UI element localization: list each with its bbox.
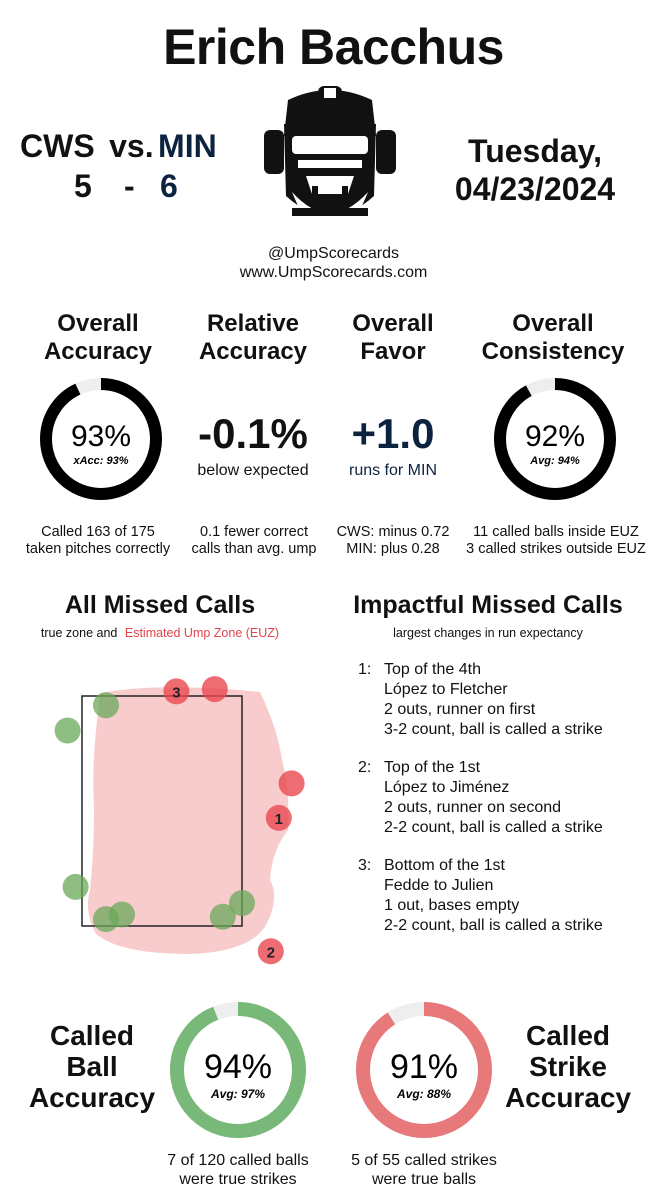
overall-consistency-arc [494, 378, 616, 500]
overall-accuracy-footer: Called 163 of 175 taken pitches correctly [25, 524, 171, 557]
overall-consistency-ring: 92% Avg: 94% [494, 378, 616, 500]
overall-consistency-heading: Overall Consistency [481, 310, 625, 365]
called-strike-accuracy-ring: 91% Avg: 88% [356, 1002, 492, 1138]
relative-accuracy-caption: below expected [197, 462, 309, 479]
called-strike-accuracy-value: 91% [390, 1048, 458, 1086]
missed-ball-point-6 [209, 903, 236, 930]
overall-consistency-avg: Avg: 94% [529, 455, 580, 467]
missed-strike-point-5 [201, 676, 228, 703]
away-score: 5 [74, 168, 92, 204]
relative-accuracy-heading: Relative Accuracy [198, 310, 308, 365]
all-missed-calls-title: All Missed Calls [64, 591, 256, 619]
missed-strike-point-4 [163, 678, 190, 705]
missed-call-rank-label-3: 3 [172, 684, 180, 701]
called-strike-accuracy-footer: 5 of 55 called strikes were true balls [351, 1152, 497, 1188]
missed-ball-point-5 [109, 901, 135, 928]
missed-strike-point-1 [278, 770, 305, 797]
impactful-item-1: 1: Top of the 4th López to Fletcher 2 out… [358, 661, 603, 738]
website-link[interactable]: www.UmpScorecards.com [239, 264, 428, 281]
relative-accuracy-value: -0.1% [198, 410, 308, 457]
missed-ball-point-7 [229, 890, 255, 916]
relative-accuracy-footer: 0.1 fewer correct calls than avg. ump [191, 524, 317, 557]
missed-strike-point-3 [257, 938, 284, 965]
overall-favor-heading: Overall Favor [352, 310, 434, 365]
missed-strike-point-2 [265, 804, 292, 831]
called-ball-accuracy-ring: 94% Avg: 97% [170, 1002, 306, 1138]
overall-consistency-footer: 11 called balls inside EUZ 3 called strik… [466, 524, 646, 557]
overall-favor-value: +1.0 [351, 410, 435, 457]
impactful-subtitle: largest changes in run expectancy [393, 626, 583, 640]
called-strike-accuracy-avg: Avg: 88% [396, 1087, 451, 1101]
vs-label: vs. [109, 128, 154, 164]
missed-ball-point-3 [62, 873, 89, 900]
estimated-ump-zone [88, 687, 289, 954]
score-dash: - [124, 168, 135, 204]
missed-call-points: 1 2 3 [54, 676, 305, 965]
impactful-missed-calls-title: Impactful Missed Calls [353, 591, 623, 619]
called-ball-accuracy-value: 94% [204, 1048, 272, 1086]
called-strike-accuracy-arc [356, 1002, 492, 1138]
overall-accuracy-arc [40, 378, 162, 500]
umpire-name: Erich Bacchus [163, 19, 504, 75]
called-ball-accuracy-avg: Avg: 97% [210, 1087, 265, 1101]
true-strike-zone [81, 695, 243, 927]
called-strike-accuracy-heading: Called Strike Accuracy [504, 1020, 632, 1113]
overall-accuracy-heading: Overall Accuracy [43, 310, 153, 365]
missed-ball-point-1 [93, 692, 119, 719]
twitter-handle[interactable]: @UmpScorecards [268, 245, 399, 262]
game-day: Tuesday, [468, 133, 602, 169]
impactful-item-2: 2: Top of the 1st López to Jiménez 2 outs… [358, 759, 603, 836]
catcher-mask-icon [264, 86, 396, 221]
called-ball-accuracy-heading: Called Ball Accuracy [28, 1020, 156, 1113]
overall-accuracy-value: 93% [71, 420, 131, 453]
matchup-line: CWS vs. MIN [20, 128, 240, 165]
impactful-item-3: 3: Bottom of the 1st Fedde to Julien 1 ou… [358, 857, 603, 934]
home-team: MIN [158, 128, 217, 164]
away-team: CWS [20, 128, 95, 164]
overall-accuracy-ring: 93% xAcc: 93% [40, 378, 162, 500]
called-ball-accuracy-arc [170, 1002, 306, 1138]
game-date: 04/23/2024 [454, 171, 616, 207]
overall-consistency-value: 92% [525, 420, 585, 453]
overall-favor-footer: CWS: minus 0.72 MIN: plus 0.28 [336, 524, 450, 557]
missed-call-rank-label-1: 1 [275, 811, 283, 828]
missed-ball-point-2 [54, 717, 81, 744]
home-score: 6 [160, 168, 178, 204]
missed-call-rank-label-2: 2 [267, 944, 275, 961]
overall-favor-caption: runs for MIN [348, 462, 437, 479]
called-ball-accuracy-footer: 7 of 120 called balls were true strikes [167, 1152, 309, 1188]
missed-calls-chart: 1 2 3 [54, 676, 305, 965]
missed-calls-legend: true zone and Estimated Ump Zone (EUZ) [40, 626, 280, 640]
overall-accuracy-xacc: xAcc: 93% [72, 455, 128, 467]
